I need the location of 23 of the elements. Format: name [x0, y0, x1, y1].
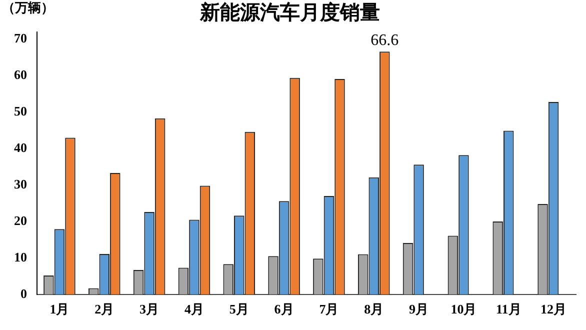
y-tick-label: 60 — [14, 67, 27, 82]
x-tick-label: 7月 — [319, 302, 339, 317]
y-axis-title: （万辆） — [2, 0, 54, 15]
y-tick-label: 70 — [14, 30, 27, 46]
x-tick-label: 12月 — [540, 302, 567, 317]
x-tick-label: 10月 — [450, 302, 477, 317]
x-tick-label: 9月 — [409, 302, 429, 317]
x-tick-label: 2月 — [94, 302, 114, 317]
chart-title: 新能源汽车月度销量 — [199, 1, 380, 24]
x-tick-label: 1月 — [50, 302, 70, 317]
y-tick-label: 30 — [14, 176, 27, 192]
y-tick-label: 0 — [20, 286, 27, 301]
x-tick-label: 4月 — [184, 302, 204, 317]
x-tick-label: 11月 — [496, 302, 522, 317]
y-tick-label: 40 — [14, 140, 27, 155]
data-label: 66.6 — [370, 32, 399, 49]
y-tick-label: 10 — [14, 249, 27, 264]
y-tick-label: 20 — [14, 212, 27, 228]
y-tick-label: 50 — [14, 104, 27, 119]
x-tick-label: 6月 — [274, 302, 294, 317]
x-tick-label: 8月 — [364, 302, 384, 317]
x-tick-label: 3月 — [140, 302, 160, 317]
x-tick-label: 5月 — [229, 302, 249, 317]
